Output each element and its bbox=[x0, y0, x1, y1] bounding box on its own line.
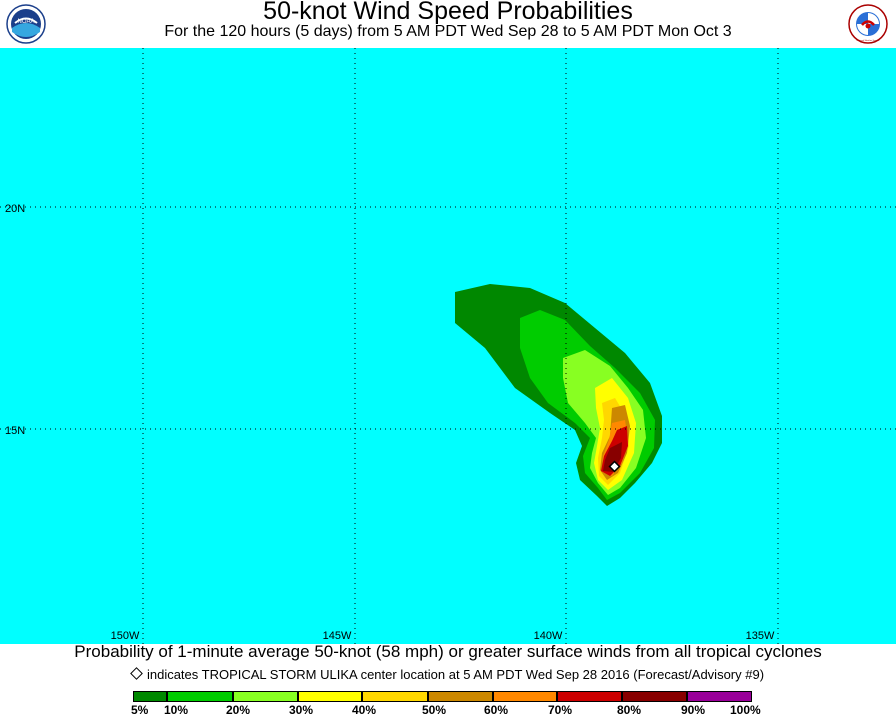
nws-logo: National Weather Service bbox=[848, 4, 888, 44]
probability-contours bbox=[455, 284, 662, 506]
map-caption: Probability of 1-minute average 50-knot … bbox=[74, 642, 822, 661]
scale-swatch bbox=[493, 691, 557, 702]
scale-label: 50% bbox=[422, 703, 447, 717]
scale-label: 40% bbox=[352, 703, 377, 717]
scale-label: 60% bbox=[484, 703, 509, 717]
scale-label: 90% bbox=[681, 703, 706, 717]
scale-swatch bbox=[428, 691, 493, 702]
lat-label-20n: 20N bbox=[5, 203, 25, 215]
page-title: 50-knot Wind Speed Probabilities bbox=[263, 0, 633, 25]
header: NOAA 50-knot Wind Speed Probabilities Fo… bbox=[0, 0, 896, 48]
storm-marker-legend-text: indicates TROPICAL STORM ULIKA center lo… bbox=[146, 667, 765, 682]
scale-swatch bbox=[167, 691, 233, 702]
scale-swatch bbox=[362, 691, 428, 702]
scale-label: 100% bbox=[730, 703, 761, 717]
svg-text:NOAA: NOAA bbox=[17, 19, 34, 25]
storm-marker-legend: indicates TROPICAL STORM ULIKA center lo… bbox=[0, 667, 896, 683]
lon-label-135w: 135W bbox=[746, 630, 775, 642]
scale-swatch bbox=[298, 691, 362, 702]
probability-map: 20N 15N 150W 145W 140W 135W bbox=[0, 48, 896, 644]
scale-label: 10% bbox=[164, 703, 189, 717]
latitude-labels: 20N 15N bbox=[5, 203, 25, 437]
longitude-labels: 150W 145W 140W 135W bbox=[111, 630, 775, 642]
scale-label: 5% bbox=[131, 703, 149, 717]
noaa-logo: NOAA bbox=[6, 4, 46, 44]
scale-swatch bbox=[687, 691, 752, 702]
probability-color-scale: 5% 10% 20% 30% 40% 50% 60% 70% 80% 90% 100% bbox=[0, 688, 896, 717]
lon-label-145w: 145W bbox=[323, 630, 352, 642]
scale-swatch bbox=[133, 691, 167, 702]
ocean-background bbox=[0, 48, 896, 644]
storm-center-legend-icon bbox=[130, 667, 143, 680]
scale-swatch bbox=[557, 691, 622, 702]
lat-label-15n: 15N bbox=[5, 425, 25, 437]
svg-text:National Weather Service: National Weather Service bbox=[857, 39, 881, 42]
scale-label: 20% bbox=[226, 703, 251, 717]
scale-label: 70% bbox=[548, 703, 573, 717]
scale-swatch bbox=[233, 691, 298, 702]
scale-label: 80% bbox=[617, 703, 642, 717]
scale-swatch bbox=[622, 691, 687, 702]
lon-label-140w: 140W bbox=[534, 630, 563, 642]
scale-label: 30% bbox=[289, 703, 314, 717]
page-subtitle: For the 120 hours (5 days) from 5 AM PDT… bbox=[164, 23, 732, 40]
storm-center-marker bbox=[608, 460, 621, 473]
lon-label-150w: 150W bbox=[111, 630, 140, 642]
